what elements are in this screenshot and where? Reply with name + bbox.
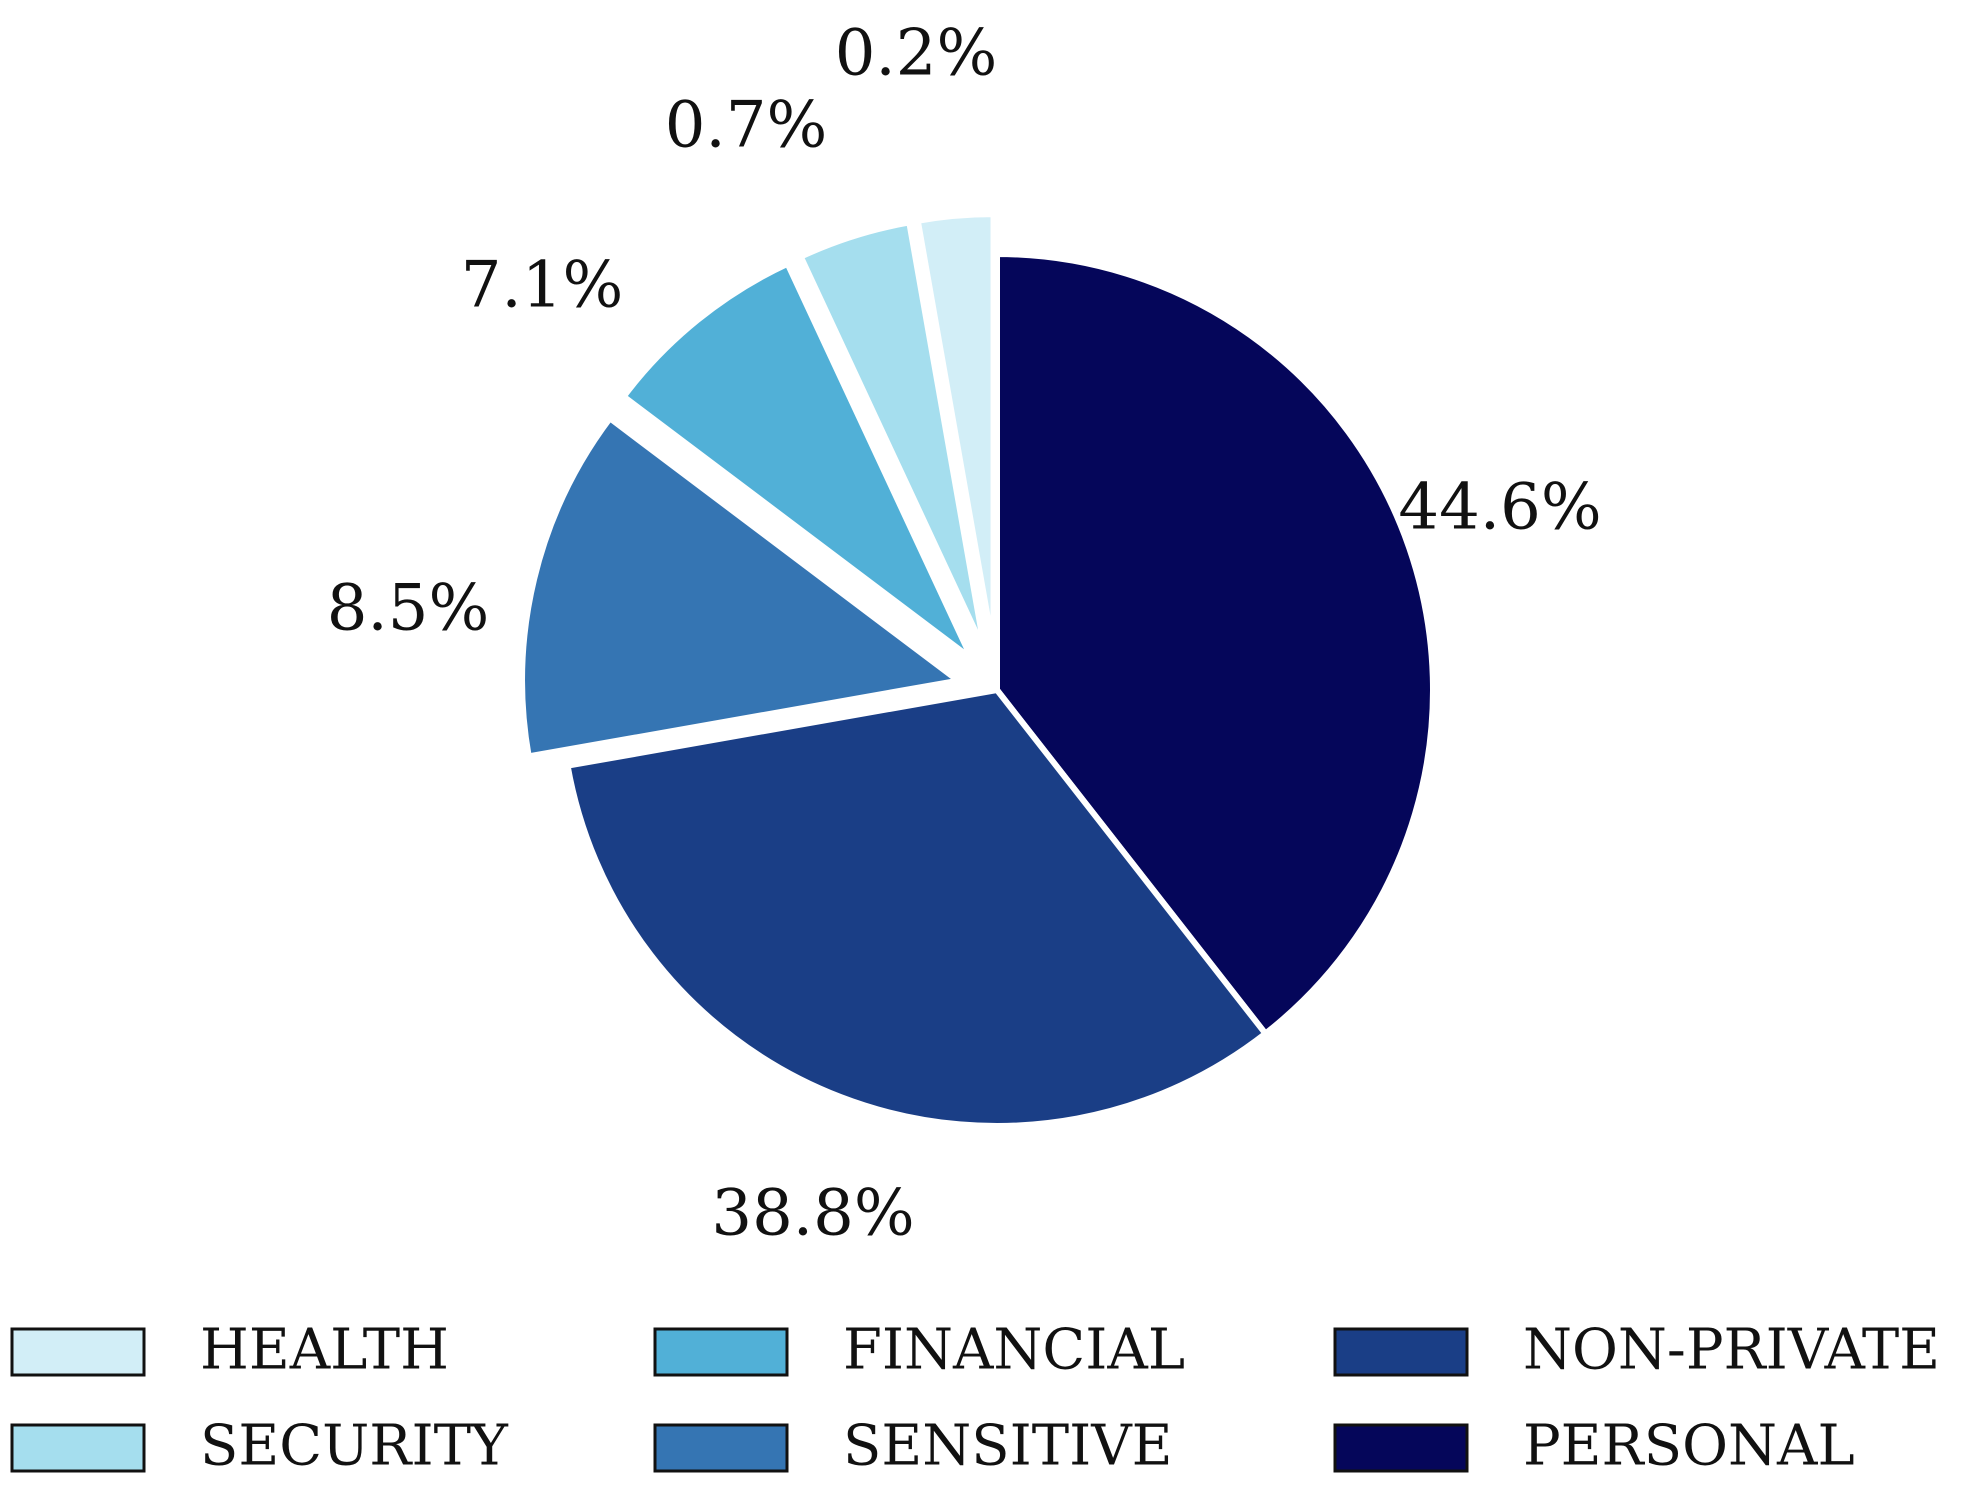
legend-swatch-non-private [1333, 1327, 1469, 1377]
data-label-security: 0.7% [665, 89, 828, 163]
legend-swatch-financial [653, 1327, 789, 1377]
legend: HEALTH SECURITY FINANCIAL SENSITIVE NON-PRIV… [10, 1318, 1940, 1479]
pie-percentage-labels: 44.6% 38.8% 8.5% 7.1% 0.7%0.2% [327, 17, 1602, 1251]
pie-slices [519, 211, 1436, 1129]
pie-slice-security [797, 219, 988, 655]
data-label-health: 0.2% [835, 17, 998, 91]
legend-label-health: HEALTH [200, 1318, 449, 1383]
data-label-non-private: 38.8% [711, 1177, 914, 1251]
legend-swatch-security [10, 1423, 146, 1473]
pie-slice-sensitive [519, 415, 962, 760]
legend-swatch-health [10, 1327, 146, 1377]
pie-slice-financial [620, 260, 975, 662]
pie-slice-personal [994, 251, 1436, 1037]
legend-swatch-personal [1333, 1423, 1469, 1473]
pie-slice-health [914, 211, 997, 654]
legend-swatch-sensitive [653, 1423, 789, 1473]
legend-label-sensitive: SENSITIVE [843, 1414, 1173, 1479]
legend-label-security: SECURITY [200, 1414, 509, 1479]
pie-slice-non-private [564, 687, 1269, 1129]
data-label-financial: 7.1% [461, 249, 624, 323]
legend-label-non-private: NON-PRIVATE [1523, 1318, 1940, 1383]
legend-label-financial: FINANCIAL [843, 1318, 1185, 1383]
legend-label-personal: PERSONAL [1523, 1414, 1855, 1479]
data-label-personal: 44.6% [1398, 471, 1601, 545]
data-label-sensitive: 8.5% [327, 572, 490, 646]
